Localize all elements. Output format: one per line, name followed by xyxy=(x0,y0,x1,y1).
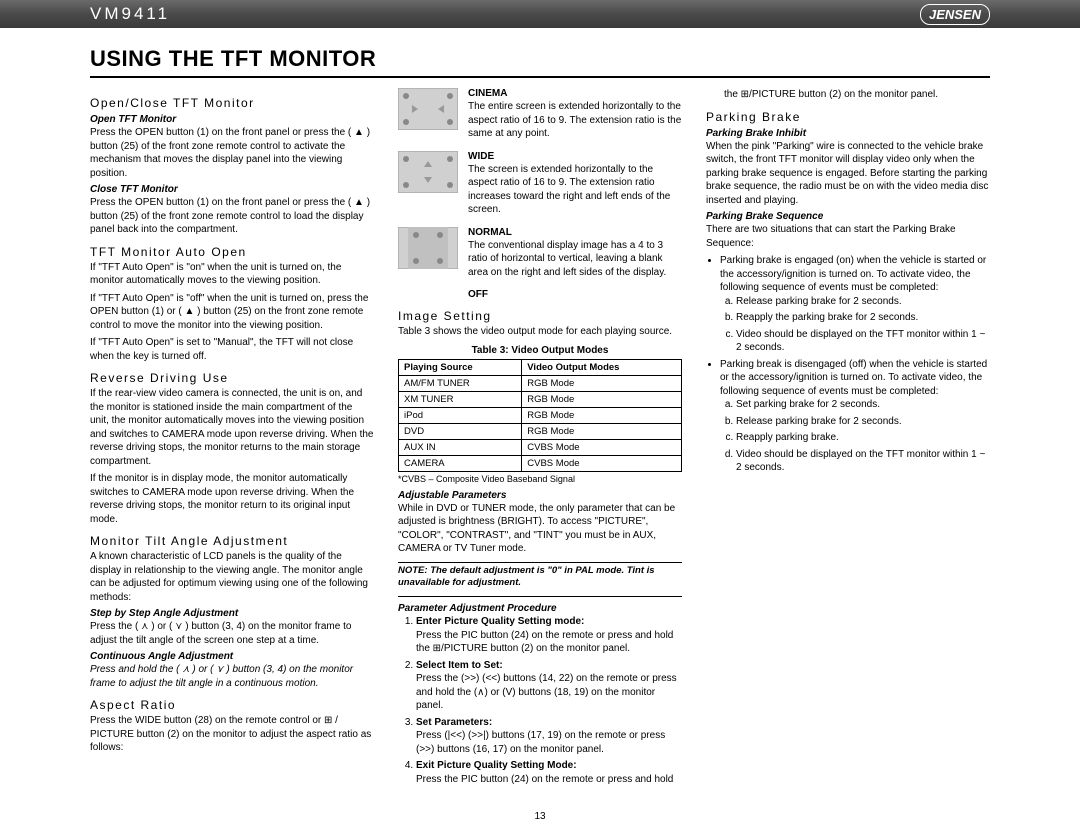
list-item: Video should be displayed on the TFT mon… xyxy=(736,328,990,355)
aspect-cinema: CINEMA The entire screen is extended hor… xyxy=(398,88,682,145)
proc-step: Enter Picture Quality Setting mode:Press… xyxy=(416,615,682,656)
table-caption: Table 3: Video Output Modes xyxy=(398,345,682,356)
aspect-off: OFF xyxy=(398,289,682,301)
list-item: Reapply the parking brake for 2 seconds. xyxy=(736,311,990,325)
normal-icon xyxy=(398,227,460,269)
note-text: NOTE: The default adjustment is "0" in P… xyxy=(398,565,682,591)
section-open-close: Open/Close TFT Monitor xyxy=(90,96,374,110)
para-parking-inhibit: When the pink "Parking" wire is connecte… xyxy=(706,140,990,208)
wide-icon xyxy=(398,151,460,193)
para-reverse-2: If the monitor is in display mode, the m… xyxy=(90,472,374,526)
video-output-table: Playing Source Video Output Modes AM/FM … xyxy=(398,359,682,472)
section-image-setting: Image Setting xyxy=(398,309,682,323)
wide-label: WIDE xyxy=(468,151,682,162)
para-auto-open-1: If "TFT Auto Open" is "on" when the unit… xyxy=(90,261,374,288)
sub-parking-seq: Parking Brake Sequence xyxy=(706,211,990,222)
cinema-label: CINEMA xyxy=(468,88,682,99)
list-item: Set parking brake for 2 seconds. xyxy=(736,398,990,412)
para-open-tft: Press the OPEN button (1) on the front p… xyxy=(90,126,374,180)
off-label: OFF xyxy=(468,289,682,300)
para-auto-open-3: If "TFT Auto Open" is set to "Manual", t… xyxy=(90,336,374,363)
list-item: Parking break is disengaged (off) when t… xyxy=(720,358,990,475)
table-footnote: *CVBS – Composite Video Baseband Signal xyxy=(398,474,682,484)
section-aspect: Aspect Ratio xyxy=(90,698,374,712)
proc-step: Set Parameters:Press (|<<) (>>|) buttons… xyxy=(416,716,682,757)
section-auto-open: TFT Monitor Auto Open xyxy=(90,245,374,259)
page-number: 13 xyxy=(0,811,1080,822)
list-item: Video should be displayed on the TFT mon… xyxy=(736,448,990,475)
aspect-wide: WIDE The screen is extended horizontally… xyxy=(398,151,682,221)
page-title: USING THE TFT MONITOR xyxy=(90,46,990,72)
sub-close-tft: Close TFT Monitor xyxy=(90,184,374,195)
sub-parking-inhibit: Parking Brake Inhibit xyxy=(706,128,990,139)
para-step-adjust: Press the ( ⋏ ) or ( ⋎ ) button (3, 4) o… xyxy=(90,620,374,647)
list-item: Reapply parking brake. xyxy=(736,431,990,445)
sub-step-adjust: Step by Step Angle Adjustment xyxy=(90,608,374,619)
brand-logo: JENSEN xyxy=(920,4,990,25)
section-tilt: Monitor Tilt Angle Adjustment xyxy=(90,534,374,548)
table-row: iPodRGB Mode xyxy=(399,407,682,423)
note-box: NOTE: The default adjustment is "0" in P… xyxy=(398,562,682,598)
th-source: Playing Source xyxy=(399,359,522,375)
sub-adjustable: Adjustable Parameters xyxy=(398,490,682,501)
table-row: AM/FM TUNERRGB Mode xyxy=(399,375,682,391)
para-cont-adjust: Press and hold the ( ⋏ ) or ( ⋎ ) button… xyxy=(90,663,374,690)
sub-param-proc: Parameter Adjustment Procedure xyxy=(398,603,682,614)
list-item: Release parking brake for 2 seconds. xyxy=(736,415,990,429)
para-image-setting: Table 3 shows the video output mode for … xyxy=(398,325,682,339)
section-parking: Parking Brake xyxy=(706,110,990,124)
wide-desc: The screen is extended horizontally to t… xyxy=(468,163,682,217)
aspect-normal: NORMAL The conventional display image ha… xyxy=(398,227,682,284)
list-item: Parking brake is engaged (on) when the v… xyxy=(720,254,990,355)
sub-list: Set parking brake for 2 seconds. Release… xyxy=(720,398,990,475)
para-tilt-intro: A known characteristic of LCD panels is … xyxy=(90,550,374,604)
cinema-desc: The entire screen is extended horizontal… xyxy=(468,100,682,141)
proc-step: Select Item to Set:Press the (>>) (<<) b… xyxy=(416,659,682,713)
para-adjustable: While in DVD or TUNER mode, the only par… xyxy=(398,502,682,556)
parking-bullets: Parking brake is engaged (on) when the v… xyxy=(706,254,990,475)
para-auto-open-2: If "TFT Auto Open" is "off" when the uni… xyxy=(90,292,374,333)
para-aspect-intro: Press the WIDE button (28) on the remote… xyxy=(90,714,374,755)
table-row: DVDRGB Mode xyxy=(399,423,682,439)
sub-cont-adjust: Continuous Angle Adjustment xyxy=(90,651,374,662)
page-content: USING THE TFT MONITOR Open/Close TFT Mon… xyxy=(0,28,1080,788)
normal-label: NORMAL xyxy=(468,227,682,238)
section-reverse: Reverse Driving Use xyxy=(90,371,374,385)
header-bar: VM9411 JENSEN xyxy=(0,0,1080,28)
para-parking-seq: There are two situations that can start … xyxy=(706,223,990,250)
para-reverse-1: If the rear-view video camera is connect… xyxy=(90,387,374,468)
table-row: XM TUNERRGB Mode xyxy=(399,391,682,407)
title-rule xyxy=(90,76,990,78)
sub-open-tft: Open TFT Monitor xyxy=(90,114,374,125)
th-mode: Video Output Modes xyxy=(522,359,682,375)
para-close-tft: Press the OPEN button (1) on the front p… xyxy=(90,196,374,237)
table-row: AUX INCVBS Mode xyxy=(399,439,682,455)
model-number: VM9411 xyxy=(90,4,170,24)
sub-list: Release parking brake for 2 seconds. Rea… xyxy=(720,295,990,355)
list-item: Release parking brake for 2 seconds. xyxy=(736,295,990,309)
normal-desc: The conventional display image has a 4 t… xyxy=(468,239,682,280)
cinema-icon xyxy=(398,88,460,130)
table-row: CAMERACVBS Mode xyxy=(399,455,682,471)
